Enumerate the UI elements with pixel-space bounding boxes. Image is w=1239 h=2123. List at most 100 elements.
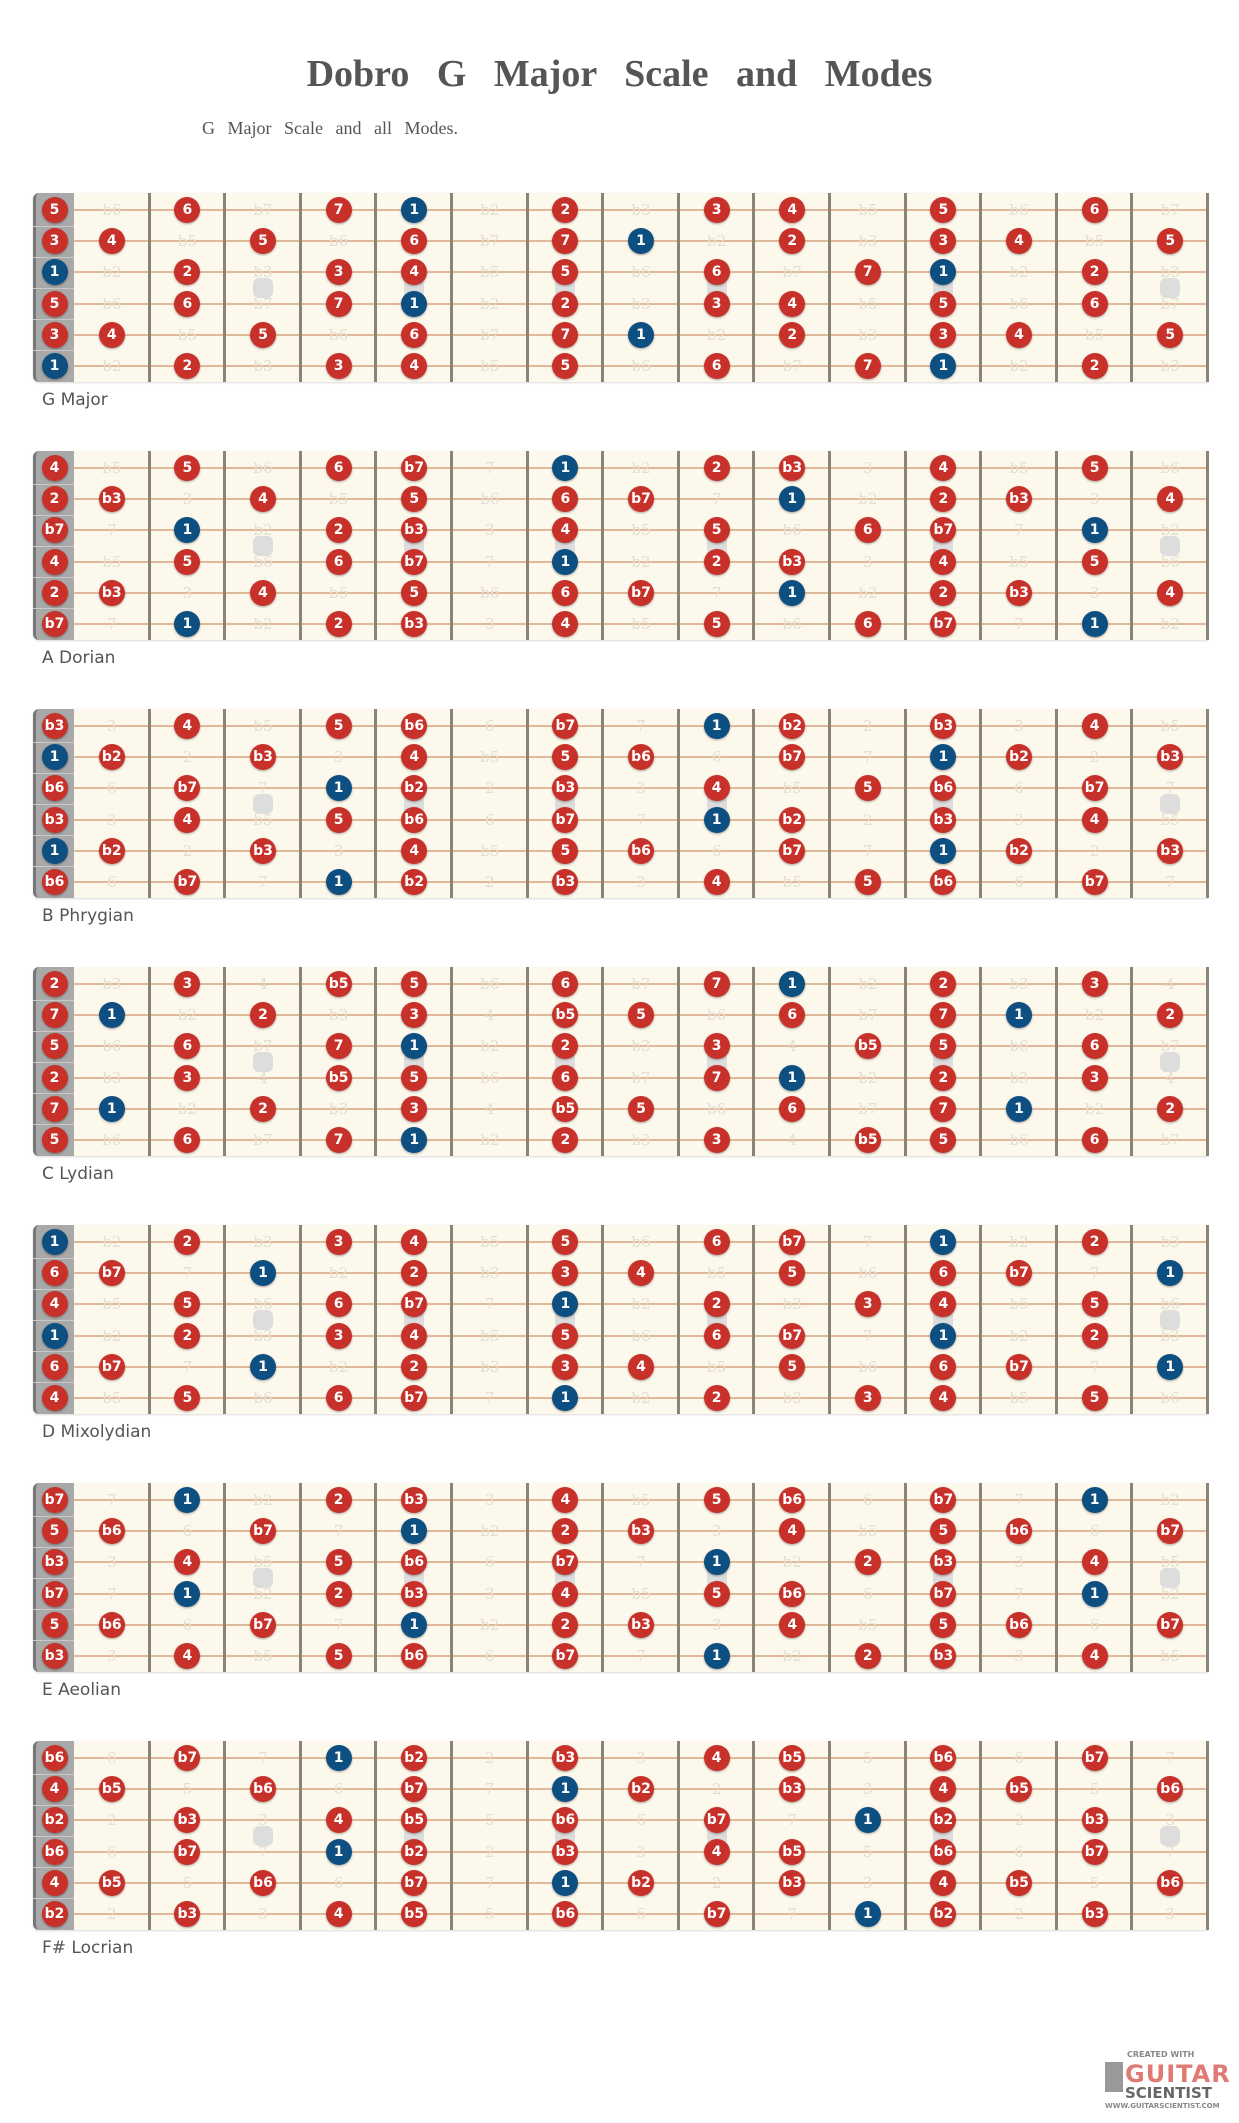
- fret-inlay-dot: [1160, 1310, 1181, 1330]
- scale-note-marker: 6: [1081, 1127, 1108, 1153]
- scale-note-marker: 2: [174, 353, 201, 379]
- scale-note-marker: 2: [250, 1002, 276, 1029]
- scale-note-marker: b2: [401, 1745, 428, 1771]
- non-scale-note-label: 3: [1014, 717, 1024, 735]
- scale-note-marker: b3: [41, 806, 68, 833]
- non-scale-note-label: b7: [1160, 1037, 1180, 1056]
- non-scale-note-label: b6: [480, 975, 500, 993]
- mode-label: B Phrygian: [42, 906, 134, 926]
- non-scale-note-label: b2: [177, 1006, 197, 1025]
- scale-note-marker: b7: [401, 1776, 428, 1803]
- nut-divider: [33, 319, 74, 321]
- non-scale-note-label: 7: [1165, 779, 1175, 798]
- scale-note-marker: 7: [325, 1033, 352, 1060]
- root-note-marker: 1: [401, 1611, 428, 1638]
- scale-note-marker: 4: [174, 1643, 201, 1669]
- logo-url: WWW.GUITARSCIENTIST.COM: [1105, 2102, 1220, 2110]
- scale-note-marker: b5: [401, 1901, 428, 1927]
- fret-wire: [1206, 1225, 1209, 1414]
- root-note-marker: 1: [779, 1064, 806, 1091]
- nut-divider: [33, 1382, 74, 1384]
- non-scale-note-label: 3: [863, 1873, 873, 1892]
- non-scale-note-label: 7: [711, 583, 722, 602]
- fret-wire: [147, 1483, 151, 1672]
- non-scale-note-label: b6: [1009, 294, 1029, 313]
- guitar-headstock-icon: [1105, 2062, 1123, 2092]
- non-scale-note-label: 2: [1014, 1811, 1024, 1830]
- root-note-marker: 1: [779, 579, 806, 606]
- non-scale-note-label: 6: [182, 1522, 193, 1541]
- scale-note-marker: b3: [552, 1745, 579, 1771]
- fret-wire: [601, 451, 605, 640]
- scale-note-marker: 2: [1157, 1095, 1184, 1122]
- scale-note-marker: b3: [779, 548, 806, 575]
- string-line: [74, 1076, 1208, 1079]
- non-scale-note-label: 3: [485, 1584, 495, 1603]
- non-scale-note-label: b5: [1160, 1647, 1180, 1665]
- root-note-marker: 1: [401, 197, 428, 223]
- scale-note-marker: 2: [401, 1353, 428, 1380]
- scale-note-marker: 6: [1081, 1033, 1108, 1060]
- root-note-marker: 1: [41, 837, 68, 864]
- non-scale-note-label: b6: [253, 1295, 273, 1314]
- scale-note-marker: b2: [41, 1807, 68, 1834]
- fretboard: 2 b3 3 4 b5 5 b6 6 b7 7 1 b2 2 b3 3 4 7 1 b2 2 b3 3 4 b5 5 b6 6 b7 7…: [33, 967, 1209, 1156]
- scale-note-marker: 7: [552, 228, 579, 255]
- scale-note-marker: 5: [552, 837, 579, 864]
- non-scale-note-label: b2: [782, 1647, 802, 1665]
- non-scale-note-label: b2: [1085, 1006, 1105, 1025]
- fret-wire: [147, 1225, 151, 1414]
- scale-note-marker: b7: [401, 1385, 428, 1411]
- non-scale-note-label: b3: [631, 1037, 651, 1056]
- non-scale-note-label: 7: [1014, 521, 1024, 540]
- non-scale-note-label: b2: [480, 201, 500, 219]
- scale-note-marker: b3: [401, 517, 428, 544]
- scale-note-marker: 4: [930, 1385, 957, 1411]
- scale-note-marker: 4: [703, 869, 730, 895]
- fret-wire: [828, 709, 831, 898]
- scale-note-marker: 2: [930, 1064, 957, 1091]
- fret-wire: [223, 1741, 227, 1930]
- scale-note-marker: b6: [401, 713, 428, 739]
- scale-note-marker: 2: [779, 228, 806, 255]
- scale-note-marker: b7: [41, 611, 68, 637]
- scale-note-marker: 4: [1006, 321, 1032, 348]
- scale-note-marker: b7: [930, 611, 957, 637]
- fret-wire: [1054, 709, 1058, 898]
- scale-note-marker: b6: [930, 1745, 957, 1771]
- non-scale-note-label: b6: [631, 357, 651, 375]
- root-note-marker: 1: [174, 1580, 201, 1607]
- scale-note-marker: 2: [779, 321, 806, 348]
- non-scale-note-label: b3: [480, 1264, 500, 1283]
- fret-wire: [1054, 967, 1058, 1156]
- non-scale-note-label: b2: [253, 615, 273, 633]
- non-scale-note-label: b2: [1160, 1584, 1180, 1603]
- root-note-marker: 1: [854, 1807, 881, 1834]
- fret-wire: [525, 967, 529, 1156]
- non-scale-note-label: 3: [1014, 1647, 1024, 1665]
- scale-note-marker: b5: [854, 1033, 881, 1060]
- non-scale-note-label: 6: [485, 1647, 495, 1665]
- non-scale-note-label: 7: [258, 1749, 268, 1767]
- non-scale-note-label: b5: [329, 583, 349, 602]
- string-line: [74, 1241, 1208, 1243]
- non-scale-note-label: 7: [636, 1647, 646, 1665]
- non-scale-note-label: b6: [1160, 459, 1180, 477]
- scale-note-marker: 5: [401, 486, 428, 513]
- fret-inlay-dot: [1160, 536, 1181, 556]
- root-note-marker: 1: [98, 1002, 125, 1029]
- non-scale-note-label: 4: [485, 1006, 495, 1025]
- non-scale-note-label: 7: [863, 748, 873, 767]
- root-note-marker: 1: [250, 1260, 276, 1287]
- non-scale-note-label: 2: [485, 779, 495, 798]
- scale-note-marker: 4: [401, 1322, 428, 1349]
- scale-note-marker: b3: [41, 1643, 68, 1669]
- non-scale-note-label: b6: [707, 1006, 727, 1025]
- scale-note-marker: 3: [1081, 971, 1108, 997]
- scale-note-marker: 5: [250, 321, 276, 348]
- scale-note-marker: b7: [628, 579, 654, 606]
- fret-wire: [903, 1741, 907, 1930]
- scale-note-marker: 5: [41, 1518, 68, 1545]
- scale-note-marker: 2: [1081, 259, 1108, 286]
- scale-note-marker: b7: [41, 517, 68, 544]
